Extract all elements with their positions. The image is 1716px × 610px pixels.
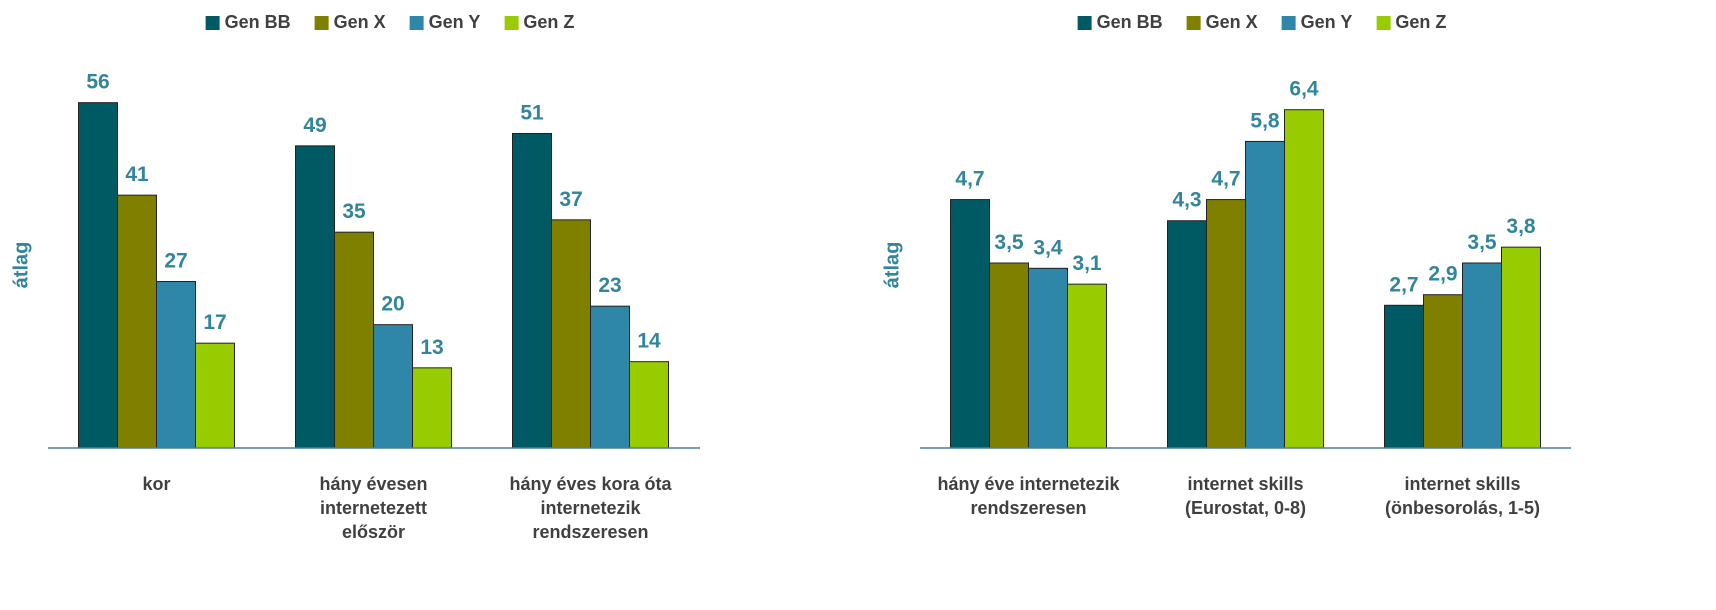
x-tick-label: hány évesen internetezett először	[319, 474, 428, 542]
bar	[1462, 262, 1502, 449]
legend-swatch	[409, 15, 424, 30]
data-label: 14	[637, 330, 661, 353]
data-label: 2,7	[1389, 273, 1418, 296]
bar	[117, 194, 157, 449]
x-tick-label: hány éves kora óta internetezik rendszer…	[509, 474, 672, 542]
bar	[1245, 140, 1285, 449]
data-label: 4,7	[955, 168, 984, 191]
x-tick-label: internet skills (önbesorolás, 1-5)	[1384, 474, 1541, 518]
data-label: 37	[559, 188, 582, 211]
bar	[1067, 283, 1107, 449]
legend-label: Gen BB	[1096, 12, 1163, 32]
bar	[1284, 109, 1324, 449]
legend-label: Gen Y	[428, 12, 481, 32]
bar	[1423, 294, 1463, 449]
legend-label: Gen Z	[1395, 12, 1447, 32]
legend-label: Gen BB	[224, 12, 291, 32]
legend-item: Gen Y	[409, 12, 481, 33]
data-label: 3,1	[1072, 252, 1102, 275]
data-label: 23	[598, 274, 621, 297]
data-label: 3,8	[1506, 215, 1536, 238]
bar	[1206, 199, 1246, 449]
bar	[412, 367, 452, 449]
legend-item: Gen BB	[1077, 12, 1163, 33]
legend-label: Gen X	[333, 12, 386, 32]
legend: Gen BB Gen X Gen Y Gen Z	[1077, 12, 1446, 33]
data-label: 35	[342, 200, 366, 223]
bar	[1167, 220, 1207, 449]
legend-item: Gen BB	[205, 12, 291, 33]
legend-item: Gen Z	[504, 12, 574, 33]
x-tick-label: internet skills (Eurostat, 0-8)	[1184, 474, 1307, 518]
bar	[629, 361, 669, 449]
legend-swatch	[205, 15, 220, 30]
bar	[590, 305, 630, 449]
legend-swatch	[1186, 15, 1201, 30]
x-tick-label: hány éve internetezik rendszeresen	[937, 474, 1120, 518]
legend-item: Gen Y	[1281, 12, 1353, 33]
data-label: 13	[420, 336, 443, 359]
data-label: 4,3	[1172, 189, 1201, 212]
data-label: 20	[381, 293, 404, 316]
bar	[1501, 246, 1541, 449]
bar	[195, 342, 235, 449]
data-label: 6,4	[1289, 78, 1319, 101]
bar	[950, 199, 990, 449]
data-label: 3,5	[994, 231, 1024, 254]
legend-item: Gen X	[1186, 12, 1258, 33]
bar	[1384, 304, 1424, 449]
x-tick-label: kor	[142, 474, 171, 494]
data-label: 2,9	[1428, 263, 1457, 286]
data-label: 49	[303, 114, 326, 137]
legend-swatch	[504, 15, 519, 30]
bar	[295, 145, 335, 449]
data-label: 3,5	[1467, 231, 1497, 254]
bar	[156, 281, 196, 449]
legend-swatch	[1077, 15, 1092, 30]
data-label: 27	[164, 250, 187, 273]
data-label: 3,4	[1033, 236, 1063, 259]
legend-swatch	[1376, 15, 1391, 30]
legend-label: Gen X	[1205, 12, 1258, 32]
legend: Gen BB Gen X Gen Y Gen Z	[205, 12, 574, 33]
bar	[373, 324, 413, 449]
legend-item: Gen Z	[1376, 12, 1446, 33]
bar	[1028, 267, 1068, 449]
data-label: 17	[203, 311, 226, 334]
legend-item: Gen X	[314, 12, 386, 33]
bar	[78, 102, 118, 449]
bar	[512, 133, 552, 449]
y-axis-label: átlag	[881, 242, 903, 289]
data-label: 5,8	[1250, 109, 1280, 132]
legend-label: Gen Y	[1300, 12, 1353, 32]
legend-swatch	[314, 15, 329, 30]
data-label: 4,7	[1211, 168, 1240, 191]
y-axis-label: átlag	[10, 242, 32, 289]
bar	[551, 219, 591, 449]
legend-label: Gen Z	[523, 12, 575, 32]
bar	[989, 262, 1029, 449]
data-label: 41	[125, 163, 149, 186]
data-label: 51	[520, 102, 544, 125]
legend-swatch	[1281, 15, 1296, 30]
data-label: 56	[86, 71, 109, 94]
bar	[334, 231, 374, 449]
